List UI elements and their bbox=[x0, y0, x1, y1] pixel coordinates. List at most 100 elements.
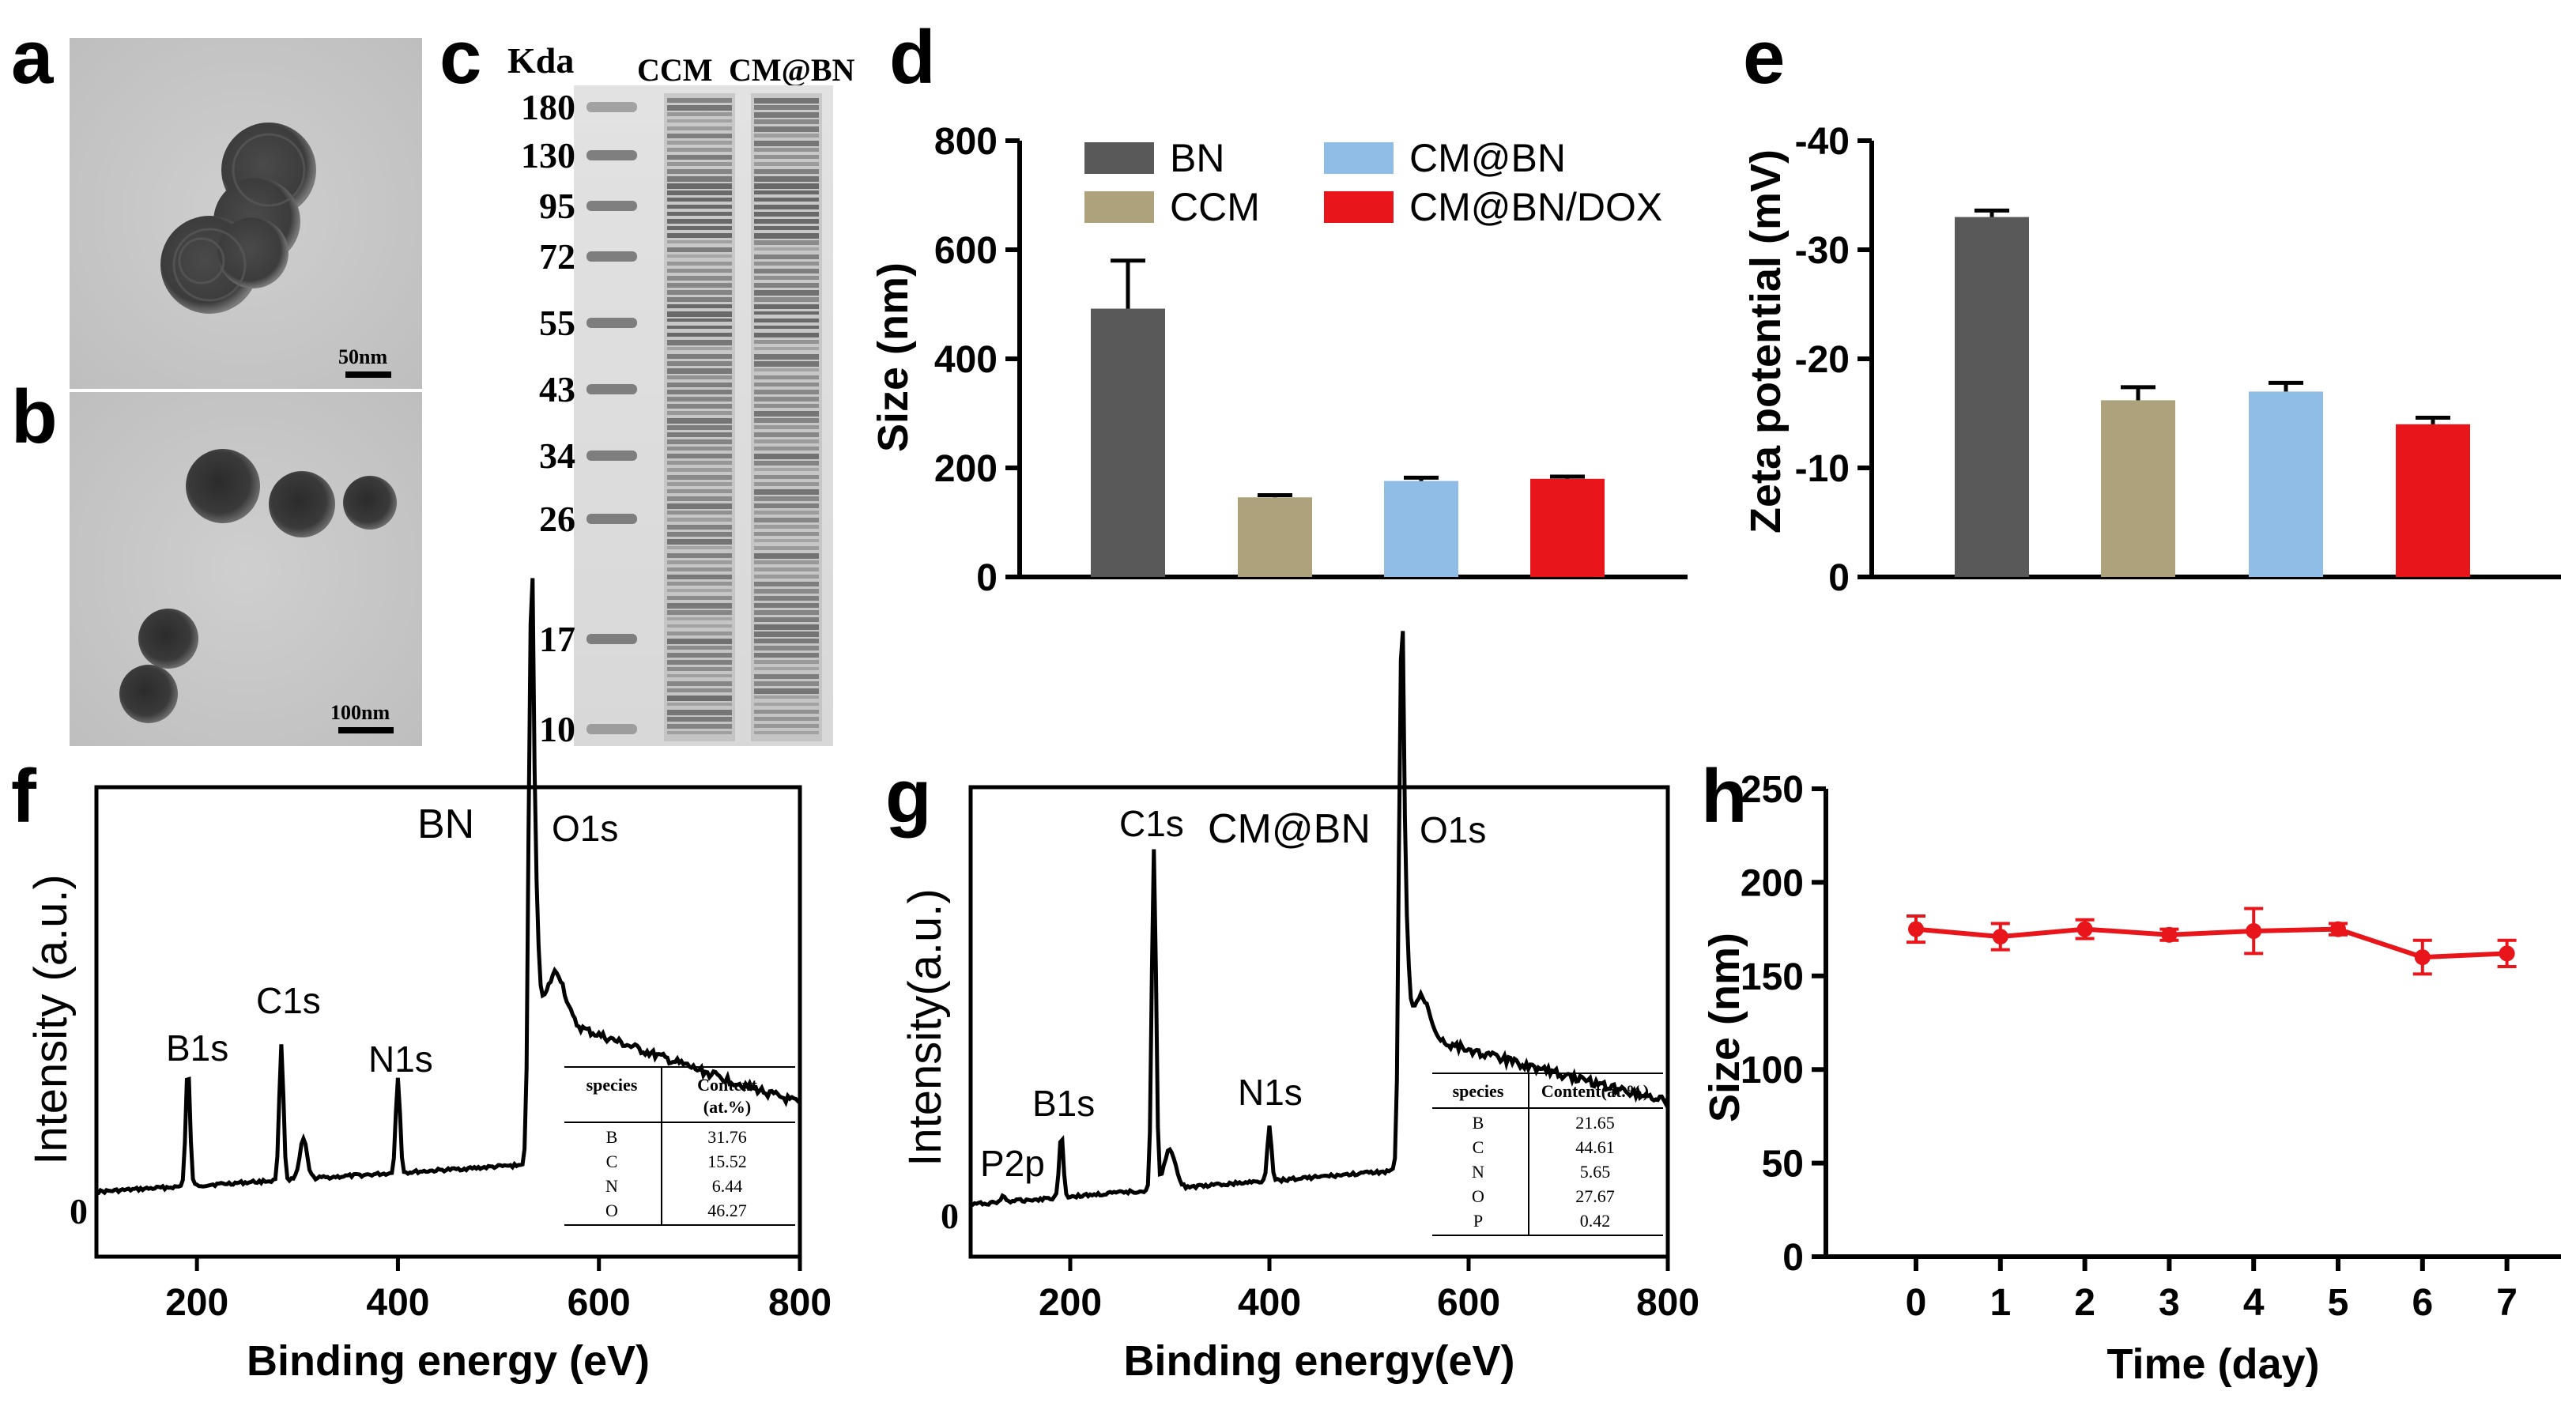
scale-bar-label-a: 50nm bbox=[338, 345, 387, 368]
e-bar-bn bbox=[1955, 217, 2029, 577]
gel-protein-band bbox=[754, 240, 819, 245]
gel-ladder-band bbox=[586, 102, 637, 112]
gel-protein-band bbox=[667, 340, 732, 345]
f-peak-c1s: C1s bbox=[256, 980, 321, 1021]
h-ytick-label: 150 bbox=[1741, 956, 1804, 998]
f-table-species: N bbox=[605, 1176, 618, 1196]
gel-protein-band bbox=[754, 254, 819, 259]
gel-protein-band bbox=[667, 233, 732, 238]
gel-protein-band bbox=[754, 447, 819, 451]
panel-letter-f: f bbox=[11, 754, 37, 839]
gel-protein-band bbox=[667, 546, 732, 549]
chart-h: 0 50 100 150 200 250 0 1 2 3 4 5 6 7 Size (nm) Time (… bbox=[1701, 769, 2561, 1388]
h-data-point-day-0 bbox=[1908, 921, 1924, 937]
f-peak-n1s: N1s bbox=[368, 1039, 433, 1080]
f-table-header: Content bbox=[697, 1075, 757, 1095]
gel-protein-band bbox=[754, 639, 819, 643]
gel-ladder-band bbox=[586, 384, 637, 394]
f-xtick-label: 200 bbox=[165, 1282, 228, 1324]
gel-ladder-band bbox=[586, 451, 637, 461]
f-xtick-label: 600 bbox=[568, 1282, 631, 1324]
f-frame bbox=[94, 785, 802, 1259]
f-spectrum-line bbox=[96, 578, 801, 1196]
gel-protein-band bbox=[754, 610, 819, 615]
f-table-value: 46.27 bbox=[707, 1201, 747, 1220]
panel-letter-a: a bbox=[11, 15, 54, 100]
gel-protein-band bbox=[754, 532, 819, 536]
gel-ladder-band bbox=[586, 251, 637, 262]
gel-protein-band bbox=[754, 105, 819, 110]
gel-protein-band bbox=[754, 119, 819, 124]
gel-protein-band bbox=[667, 439, 732, 444]
g-spectrum-line bbox=[970, 631, 1670, 1207]
gel-protein-band bbox=[754, 148, 819, 152]
gel-protein-band bbox=[754, 205, 819, 209]
gel-protein-band bbox=[667, 98, 732, 103]
d-legend-swatch-0 bbox=[1084, 142, 1154, 174]
gel-protein-band bbox=[667, 560, 732, 564]
d-bar-cm-bn-dox bbox=[1530, 478, 1605, 577]
gel-protein-band bbox=[754, 617, 819, 622]
gel-protein-band bbox=[667, 582, 732, 586]
gel-protein-band bbox=[667, 354, 732, 359]
panel-letter-g: g bbox=[885, 754, 932, 839]
gel-protein-band bbox=[667, 155, 732, 160]
h-ytick-label: 0 bbox=[1782, 1237, 1804, 1279]
d-legend-label-1: CCM bbox=[1170, 185, 1260, 229]
gel-protein-band bbox=[667, 731, 732, 734]
gel-lane-label-ccm: CCM bbox=[637, 52, 713, 88]
gel-ladder-band bbox=[586, 150, 637, 160]
d-ytick-label: 800 bbox=[934, 121, 998, 163]
f-peak-b1s: B1s bbox=[166, 1027, 228, 1069]
gel-ladder-band bbox=[586, 634, 637, 644]
gel-protein-band bbox=[754, 226, 819, 230]
gel-protein-band bbox=[754, 674, 819, 679]
gel-protein-band bbox=[667, 567, 732, 571]
gel-marker-43: 43 bbox=[539, 369, 575, 409]
gel-protein-band bbox=[754, 134, 819, 138]
g-table-header: species bbox=[1453, 1081, 1504, 1101]
gel-protein-band bbox=[754, 183, 819, 189]
f-xlabel: Binding energy (eV) bbox=[247, 1337, 650, 1385]
gel-protein-band bbox=[754, 304, 819, 309]
gel-protein-band bbox=[754, 383, 819, 386]
gel-marker-130: 130 bbox=[521, 135, 575, 175]
gel-protein-band bbox=[667, 390, 732, 394]
gel-protein-band bbox=[754, 375, 819, 379]
gel-protein-band bbox=[754, 397, 819, 402]
gel-protein-band bbox=[754, 98, 819, 104]
panel-letter-h: h bbox=[1701, 754, 1748, 839]
gel-protein-band bbox=[667, 624, 732, 628]
d-bar-cm-bn bbox=[1384, 481, 1458, 577]
d-ytick-label: 400 bbox=[934, 339, 998, 381]
e-ytick-label: -20 bbox=[1795, 339, 1850, 381]
panel-letter-b: b bbox=[11, 375, 58, 459]
gel-protein-band bbox=[754, 155, 819, 159]
gel-kda-label: Kda bbox=[507, 40, 574, 81]
d-bar-ccm bbox=[1238, 497, 1312, 577]
gel-protein-band bbox=[667, 617, 732, 620]
gel-protein-band bbox=[667, 105, 732, 111]
gel-protein-band bbox=[667, 283, 732, 288]
gel-protein-band bbox=[754, 461, 819, 466]
d-ytick-label: 600 bbox=[934, 230, 998, 272]
h-xlabel: Time (day) bbox=[2106, 1340, 2319, 1388]
d-legend-label-3: CM@BN/DOX bbox=[1409, 185, 1662, 229]
gel-protein-band bbox=[754, 311, 819, 315]
gel-protein-band bbox=[667, 297, 732, 302]
gel-protein-band bbox=[667, 198, 732, 202]
gel-protein-band bbox=[667, 489, 732, 493]
f-table-species: B bbox=[606, 1127, 618, 1147]
gel-protein-band bbox=[667, 596, 732, 600]
h-ytick-label: 50 bbox=[1762, 1144, 1804, 1186]
h-ytick-label: 100 bbox=[1741, 1050, 1804, 1091]
gel-protein-band bbox=[667, 276, 732, 281]
gel-protein-band bbox=[667, 169, 732, 174]
gel-protein-band bbox=[667, 112, 732, 116]
gel-protein-band bbox=[754, 319, 819, 322]
panel-letter-c: c bbox=[439, 15, 481, 100]
gel-protein-band bbox=[754, 169, 819, 174]
tem-image-b: 100nm bbox=[70, 392, 422, 746]
tem-image-a: 50nm bbox=[70, 38, 422, 389]
h-xtick-label: 0 bbox=[1906, 1282, 1927, 1324]
